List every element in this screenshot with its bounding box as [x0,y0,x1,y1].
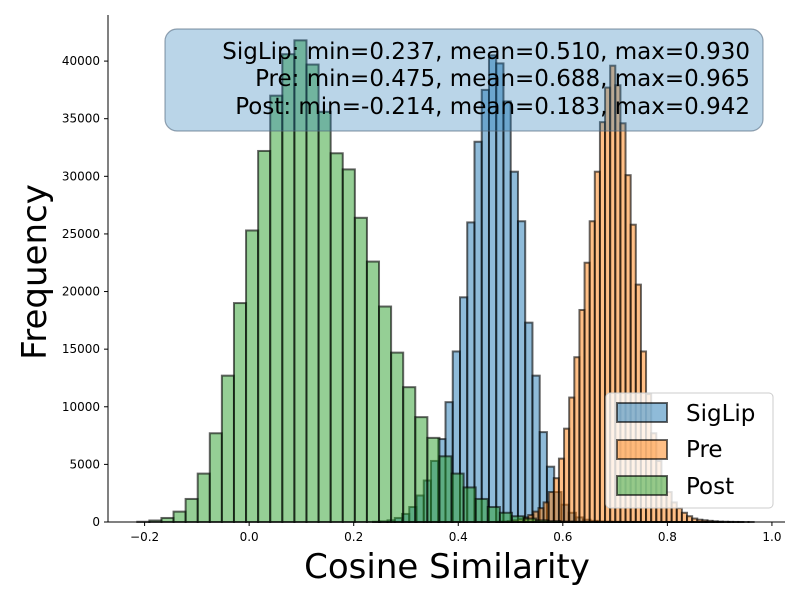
x-tick-label: 0.2 [344,530,363,544]
x-tick-label: −0.2 [130,530,159,544]
bar-post-8 [232,302,248,523]
bar-post-7 [220,374,235,523]
bar-post-25 [438,455,453,524]
series-post [136,39,743,524]
bar-post-4 [184,497,199,524]
bar-siglip-15 [480,88,490,524]
bar-siglip-17 [495,62,505,524]
y-tick-label: 35000 [62,112,100,126]
bar-post-9 [245,229,260,523]
bar-post-22 [402,386,417,523]
legend: SigLip Pre Post [605,392,774,509]
bar-post-6 [208,432,223,523]
bar-post-29 [486,506,501,523]
y-tick-label: 10000 [62,400,100,414]
legend-swatch-pre [616,439,668,460]
y-tick-label: 5000 [69,457,100,471]
bar-post-18 [353,216,368,524]
bar-post-31 [510,515,526,523]
bar-siglip-21 [524,321,534,523]
bar-post-17 [341,168,356,523]
bar-post-3 [172,510,187,524]
axes-layer [107,15,785,523]
bar-post-26 [450,472,465,524]
bar-post-2 [160,516,175,523]
y-tick-label: 20000 [62,285,100,299]
stats-line-post: Post: min=-0.214, mean=0.183, max=0.942 [235,94,750,120]
bar-post-15 [317,110,332,523]
x-tick-label: 0.4 [449,530,468,544]
legend-swatch-post [616,475,668,496]
legend-label-post: Post [686,474,734,500]
bar-siglip-20 [516,220,527,523]
x-tick-label: 1.0 [762,530,781,544]
stats-line-pre: Pre: min=0.475, mean=0.688, max=0.965 [255,66,750,92]
stats-box: SigLip: min=0.237, mean=0.510, max=0.930… [164,28,764,132]
bar-siglip-14 [473,140,483,523]
bar-post-20 [378,305,393,523]
bar-siglip-19 [509,170,519,524]
legend-label-siglip: SigLip [686,401,755,427]
y-axis-title: Frequency [15,184,55,360]
bar-post-28 [474,497,489,524]
bar-post-27 [462,486,477,523]
y-tick-label: 0 [92,515,100,529]
bar-post-14 [305,63,320,524]
bar-post-23 [414,416,429,524]
bar-post-5 [196,472,211,524]
y-tick-label: 15000 [62,342,100,356]
bar-siglip-22 [531,374,541,523]
stats-box-background [164,28,764,132]
x-axis-title: Cosine Similarity [304,547,590,587]
bar-post-21 [390,351,405,523]
x-tick-label: 0.6 [553,530,572,544]
x-tick-label: 0.0 [240,530,259,544]
y-tick-label: 30000 [62,169,100,183]
bar-post-24 [426,436,441,524]
bar-post-19 [365,260,381,523]
x-tick-label: 0.8 [658,530,677,544]
bar-siglip-18 [502,100,512,523]
bar-post-11 [269,94,284,523]
ticks-layer: −0.2 0.0 0.2 0.4 0.6 0.8 1.0 0 5000 10000 15000 200… [62,54,782,544]
stats-line-siglip: SigLip: min=0.237, mean=0.510, max=0.930 [222,39,750,65]
bar-post-32 [523,517,538,523]
y-tick-label: 25000 [62,227,100,241]
bar-siglip-13 [466,221,476,523]
bar-post-10 [257,149,272,523]
y-tick-label: 40000 [62,54,100,68]
bar-post-16 [329,152,344,524]
bar-post-30 [498,511,513,524]
legend-label-pre: Pre [686,437,723,463]
legend-swatch-siglip [616,402,668,423]
